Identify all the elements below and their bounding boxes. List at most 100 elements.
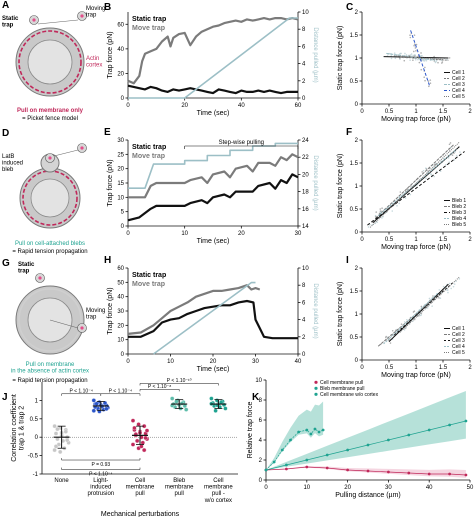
scatter-point	[409, 59, 411, 61]
x-tick-label: 2	[468, 365, 472, 371]
y2-tick-label: 0	[302, 352, 306, 358]
legend-label: Bleb 1	[452, 198, 466, 204]
series-line-black	[127, 173, 299, 222]
y2-tick-label: 2	[302, 335, 306, 341]
y-tick-label: 2	[355, 10, 359, 16]
fit-line	[383, 292, 438, 345]
data-point	[139, 444, 144, 449]
scatter-point	[430, 173, 432, 175]
panel-letter: B	[104, 2, 111, 13]
scatter-point	[448, 282, 451, 285]
x-tick-label: 0	[360, 365, 364, 371]
tether	[37, 19, 79, 25]
x-tick-label: 0	[126, 103, 130, 109]
scatter-point	[399, 191, 402, 193]
scatter-point	[455, 280, 457, 283]
significance-bracket	[61, 458, 141, 461]
scatter-point	[428, 85, 430, 88]
panel-letter: H	[104, 255, 111, 266]
static-trap-icon-core	[38, 276, 42, 280]
category-label: None	[54, 478, 69, 484]
x-tick-label: 0	[126, 231, 130, 237]
scatter-point	[424, 79, 426, 82]
data-point	[213, 408, 218, 413]
data-point	[143, 435, 148, 441]
y-tick-label: 0	[121, 96, 125, 102]
x-tick-label: 30	[385, 485, 392, 491]
scatter-point	[433, 55, 435, 58]
x-tick-label: 0	[126, 359, 130, 365]
annotation-label: Step-wise pulling	[219, 140, 264, 146]
scatter-point	[413, 43, 416, 45]
x-tick-label: 20	[210, 359, 217, 365]
scatter-point	[420, 68, 423, 71]
scatter-point	[448, 57, 451, 59]
data-point	[144, 428, 150, 433]
y-tick-label: 0.5	[350, 207, 359, 213]
y-tick-label: 0	[355, 358, 359, 364]
scatter-point	[413, 318, 416, 321]
y-axis-label: Static trap force (pN)	[337, 26, 344, 91]
series-line	[265, 428, 324, 471]
y2-tick-label: 24	[302, 138, 309, 144]
y-tick-label: 0.5	[350, 335, 359, 341]
data-point	[91, 398, 96, 403]
y-tick-label: 20	[117, 323, 124, 329]
scatter-point	[435, 170, 438, 173]
scatter-point	[391, 210, 394, 212]
x-tick-label: 60	[295, 103, 302, 109]
legend-label: Cell 4	[452, 344, 465, 350]
x-tick-label: 0	[360, 237, 364, 243]
x-axis-label: Time (sec)	[197, 366, 230, 373]
y-tick-label: 1	[355, 312, 359, 318]
scatter-point	[413, 54, 416, 56]
scatter-point	[388, 52, 391, 55]
y2-tick-label: 4	[302, 62, 306, 68]
scatter-point	[433, 164, 436, 166]
series-line-lightblue	[128, 17, 298, 99]
data-point	[52, 424, 57, 429]
legend-move-trap: Move trap	[132, 281, 165, 288]
y2-tick-label: 2	[302, 79, 306, 85]
tether	[53, 149, 79, 157]
scatter-point	[399, 52, 402, 55]
scatter-point	[449, 142, 452, 144]
p-value-label: P < 1.10⁻⁴	[89, 472, 112, 478]
x-axis-label: Pulling distance (µm)	[335, 492, 401, 499]
x-tick-label: 40	[238, 103, 245, 109]
legend-static-trap: Static trap	[132, 16, 166, 23]
y-tick-label: 10	[117, 195, 124, 201]
y-tick-label: 1	[35, 398, 39, 404]
fit-line	[399, 276, 460, 333]
scatter-point	[412, 59, 414, 62]
y-tick-label: 1	[355, 56, 359, 62]
p-value-label: P = 0.93	[91, 462, 110, 468]
nucleus	[27, 39, 73, 85]
scatter-point	[442, 285, 445, 288]
fit-line	[367, 151, 465, 226]
static-trap-label: Static trap	[2, 16, 19, 29]
data-point	[142, 447, 147, 453]
y-tick-label: 0	[121, 352, 125, 358]
y-tick-label: 0	[259, 478, 263, 484]
scatter-point	[433, 175, 435, 178]
scatter-point	[409, 36, 412, 39]
y2-tick-label: 18	[302, 190, 309, 196]
static-trap-icon-core	[48, 156, 52, 160]
y2-axis-label: Distance pulled (µm)	[312, 27, 318, 82]
scatter-point	[390, 57, 393, 60]
actin-cortex	[18, 288, 82, 352]
static-trap-icon-core	[32, 18, 36, 22]
x-tick-label: 0	[264, 485, 268, 491]
scatter-point	[423, 60, 426, 62]
series-line-gray	[127, 284, 261, 335]
x-tick-label: 40	[295, 359, 302, 365]
panel-E: E 0 10 20 30 0 5 10 15 20 25 30 Time (sec) Trap force…	[104, 127, 318, 245]
scatter-point	[381, 207, 383, 209]
scatter-point	[368, 223, 371, 226]
scatter-point	[428, 297, 431, 300]
p-value-label: P < 1.10⁻¹⁰	[167, 378, 192, 384]
scatter-point	[437, 61, 439, 64]
scatter-point	[446, 58, 448, 61]
